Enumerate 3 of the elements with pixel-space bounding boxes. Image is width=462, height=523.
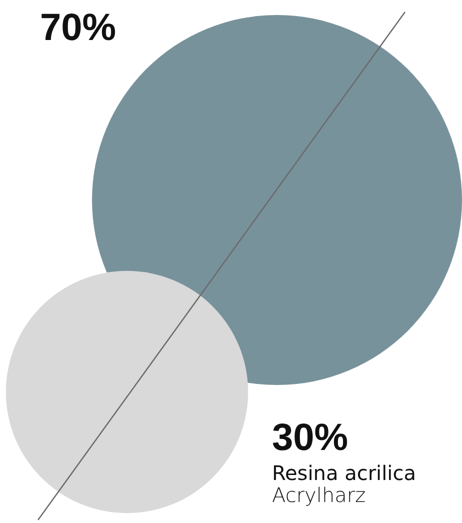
data-label: 30% bbox=[272, 417, 348, 459]
category-label: Resina acrilica Acrylharz bbox=[272, 461, 416, 507]
data-label: 70% bbox=[40, 7, 116, 49]
